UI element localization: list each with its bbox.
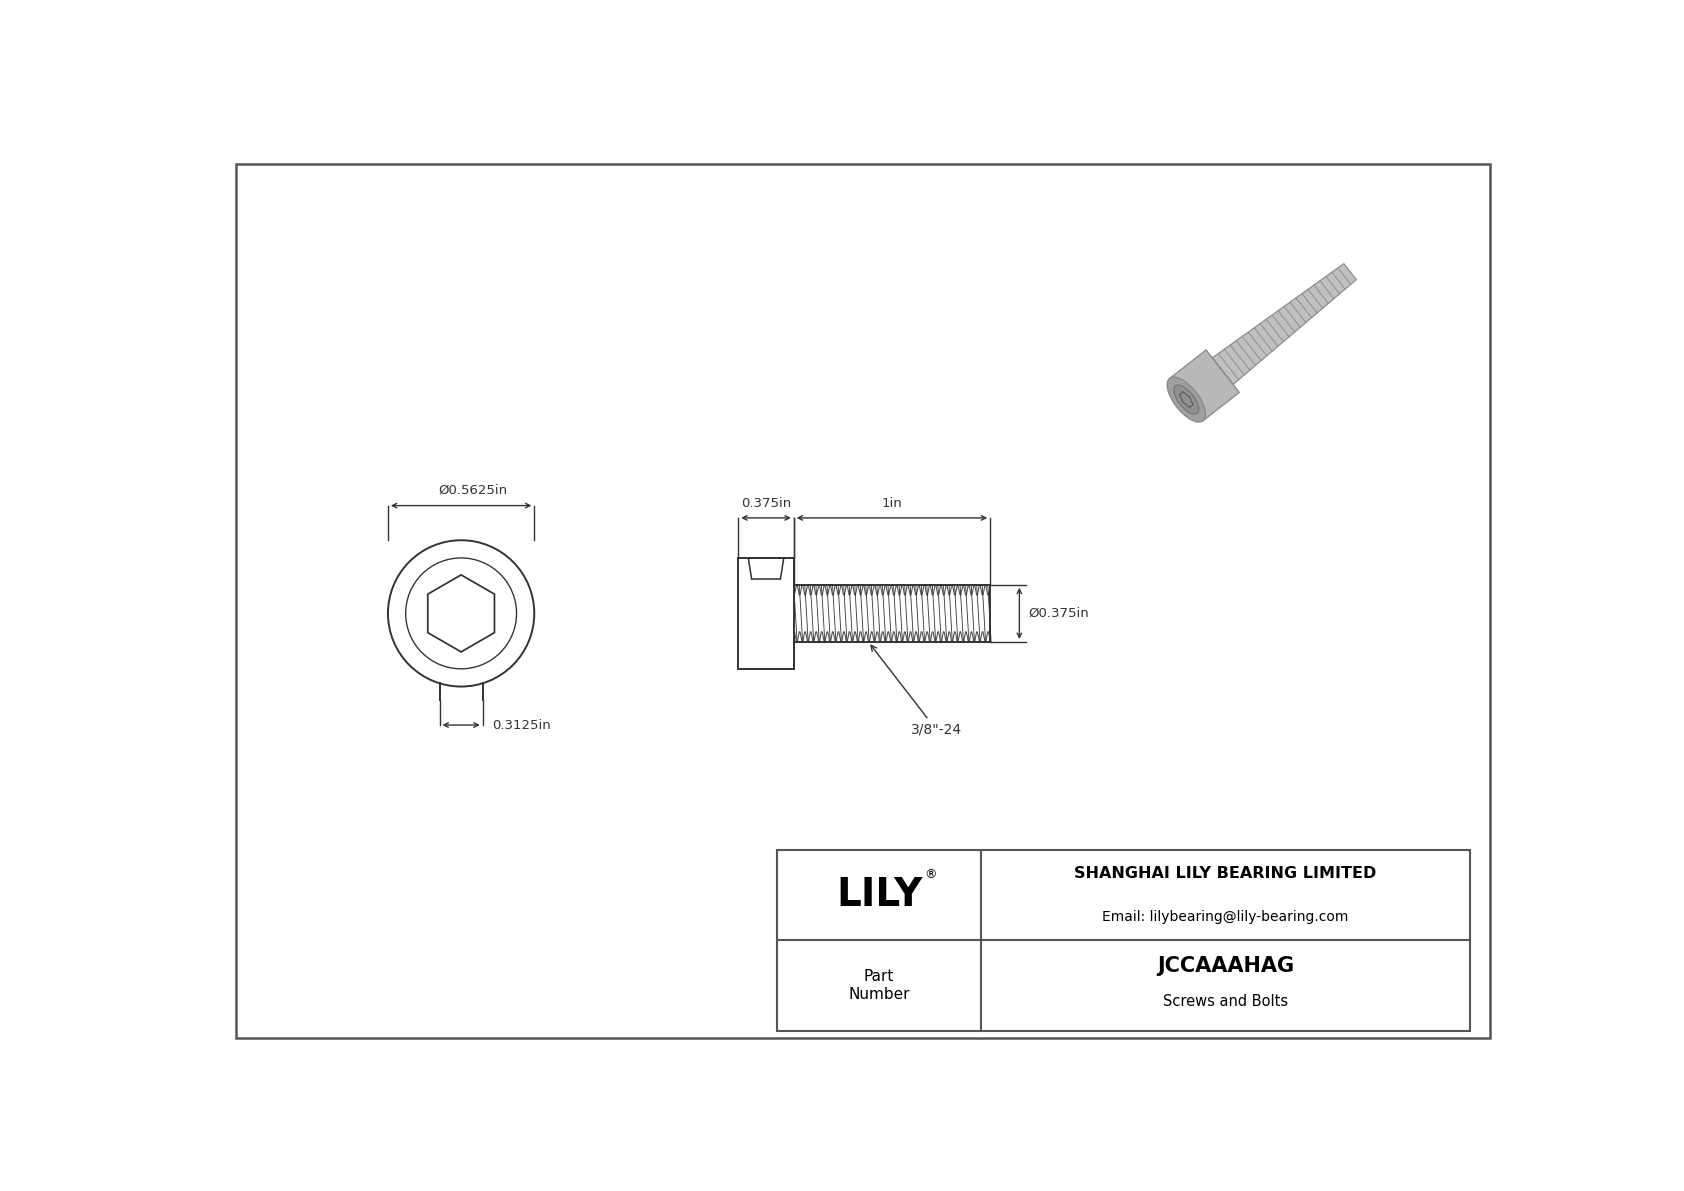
Text: ®: ® — [925, 868, 936, 880]
Text: 1in: 1in — [881, 497, 903, 510]
Text: LILY: LILY — [835, 877, 923, 913]
Text: 0.375in: 0.375in — [741, 497, 791, 510]
Text: 3/8"-24: 3/8"-24 — [871, 646, 962, 737]
Text: Email: lilybearing@lily-bearing.com: Email: lilybearing@lily-bearing.com — [1103, 910, 1349, 924]
Text: Ø0.375in: Ø0.375in — [1029, 607, 1090, 619]
Bar — [776, 850, 1470, 1030]
Ellipse shape — [1174, 385, 1199, 414]
Text: Screws and Bolts: Screws and Bolts — [1164, 994, 1288, 1009]
Text: Part
Number: Part Number — [849, 969, 909, 1002]
Text: JCCAAAHAG: JCCAAAHAG — [1157, 955, 1293, 975]
Polygon shape — [1170, 350, 1239, 420]
Text: SHANGHAI LILY BEARING LIMITED: SHANGHAI LILY BEARING LIMITED — [1074, 866, 1378, 881]
Ellipse shape — [1167, 378, 1206, 422]
Bar — [738, 557, 793, 669]
Polygon shape — [1212, 263, 1356, 385]
Text: Ø0.5625in: Ø0.5625in — [438, 484, 507, 497]
Text: 0.3125in: 0.3125in — [492, 718, 551, 731]
